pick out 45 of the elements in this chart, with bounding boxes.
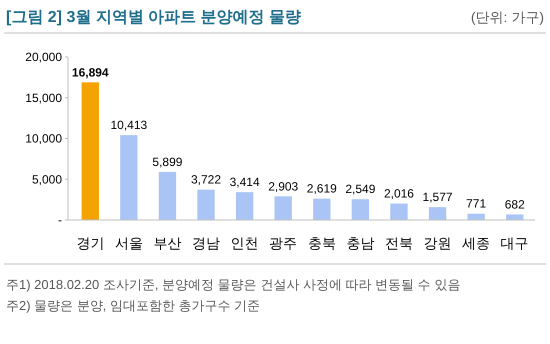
data-label: 3,722 <box>191 172 222 187</box>
data-label: 2,549 <box>345 182 376 196</box>
x-tick-label: 광주 <box>269 235 298 251</box>
chart-title: [그림 2] 3월 지역별 아파트 분양예정 물량 <box>6 9 302 26</box>
x-tick-label: 전북 <box>384 235 413 251</box>
text: 주2) 물량은 분양, 임대포함한 총가구수 기준 <box>6 298 260 313</box>
y-tick-label: - <box>58 213 62 227</box>
y-tick-label: 15,000 <box>25 90 62 105</box>
bar <box>120 135 138 220</box>
bar <box>390 204 408 220</box>
data-label: 2,903 <box>268 179 299 194</box>
bar <box>352 199 370 220</box>
y-tick-label: 10,000 <box>25 132 62 146</box>
data-label: 3,414 <box>230 175 260 190</box>
bar <box>274 196 292 220</box>
y-tick-label: 5,000 <box>32 172 62 186</box>
x-tick-label: 인천 <box>230 235 259 251</box>
chart-subtitle: (단위: 가구) <box>470 9 544 25</box>
data-label: 10,413 <box>110 118 148 132</box>
bar <box>467 214 485 220</box>
data-label: 16,894 <box>72 65 109 80</box>
bar <box>158 172 176 220</box>
bar <box>313 198 330 220</box>
data-label: 771 <box>466 196 486 211</box>
x-tick-label: 충북 <box>308 235 336 251</box>
x-tick-label: 충남 <box>346 235 374 251</box>
x-tick-label: 세종 <box>462 235 490 251</box>
data-label: 2,619 <box>306 182 338 196</box>
bar <box>506 214 524 220</box>
data-label: 5,899 <box>152 154 183 169</box>
x-tick-label: 부산 <box>153 235 182 251</box>
y-tick-label: 20,000 <box>25 50 62 64</box>
x-tick-label: 강원 <box>424 235 452 251</box>
bar <box>428 207 446 220</box>
bar <box>82 82 99 220</box>
x-tick-label: 경남 <box>192 235 220 251</box>
data-label: 682 <box>504 197 526 212</box>
bar <box>236 192 254 220</box>
data-label: 1,577 <box>422 190 453 204</box>
bar <box>197 190 215 220</box>
x-tick-label: 대구 <box>500 235 529 251</box>
x-tick-label: 서울 <box>114 235 143 251</box>
data-label: 2,016 <box>384 186 414 201</box>
x-tick-label: 경기 <box>76 235 104 251</box>
text: 주1) 2018.02.20 조사기준, 분양예정 물량은 건설사 사정에 따라 변동될 수 있음 <box>6 277 460 292</box>
